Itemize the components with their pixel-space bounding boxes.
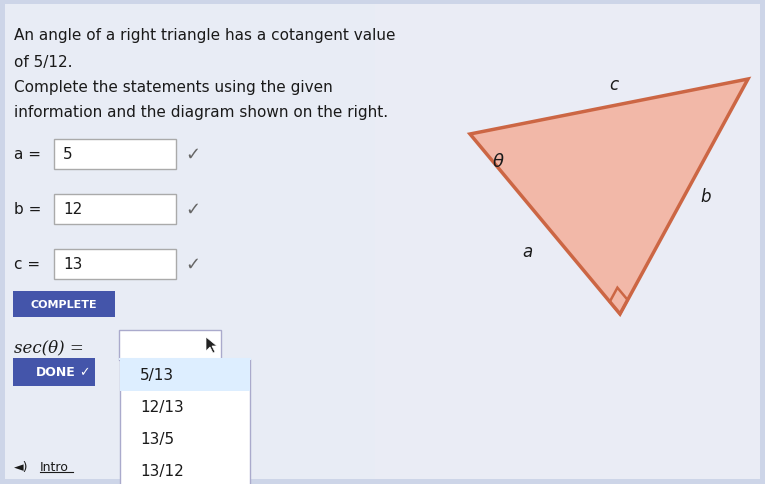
Text: ◄): ◄) <box>14 461 28 473</box>
Text: ✓: ✓ <box>79 366 90 378</box>
FancyBboxPatch shape <box>119 330 221 360</box>
Text: ✓: ✓ <box>185 256 200 273</box>
Text: ✓: ✓ <box>185 200 200 219</box>
FancyBboxPatch shape <box>375 5 760 479</box>
FancyBboxPatch shape <box>13 358 95 386</box>
Text: $\theta$: $\theta$ <box>492 152 505 171</box>
FancyBboxPatch shape <box>54 140 176 170</box>
Text: a: a <box>522 242 532 260</box>
Text: 12: 12 <box>63 202 83 217</box>
Text: Complete the statements using the given: Complete the statements using the given <box>14 80 333 95</box>
Text: Intro: Intro <box>40 461 69 473</box>
Text: 5: 5 <box>63 147 73 162</box>
Text: of 5/12.: of 5/12. <box>14 55 73 70</box>
Text: a =: a = <box>14 147 46 162</box>
Text: 13: 13 <box>63 257 83 272</box>
Text: c =: c = <box>14 257 45 272</box>
FancyBboxPatch shape <box>54 249 176 279</box>
Text: sec(θ) =: sec(θ) = <box>14 339 83 356</box>
Polygon shape <box>206 337 217 353</box>
Text: 5/13: 5/13 <box>140 368 174 383</box>
Text: information and the diagram shown on the right.: information and the diagram shown on the… <box>14 105 388 120</box>
FancyBboxPatch shape <box>54 195 176 225</box>
Text: c: c <box>610 76 619 93</box>
Text: 12/13: 12/13 <box>140 400 184 415</box>
Text: b: b <box>700 188 711 206</box>
Text: b =: b = <box>14 202 46 217</box>
Text: An angle of a right triangle has a cotangent value: An angle of a right triangle has a cotan… <box>14 28 396 43</box>
Text: 13/12: 13/12 <box>140 464 184 479</box>
Text: COMPLETE: COMPLETE <box>31 300 97 309</box>
Text: 13/5: 13/5 <box>140 432 174 447</box>
Text: DONE: DONE <box>36 366 76 378</box>
Polygon shape <box>470 80 748 314</box>
FancyBboxPatch shape <box>120 359 250 391</box>
FancyBboxPatch shape <box>120 359 250 484</box>
FancyBboxPatch shape <box>13 291 115 318</box>
Text: ✓: ✓ <box>185 146 200 164</box>
FancyBboxPatch shape <box>5 5 375 479</box>
